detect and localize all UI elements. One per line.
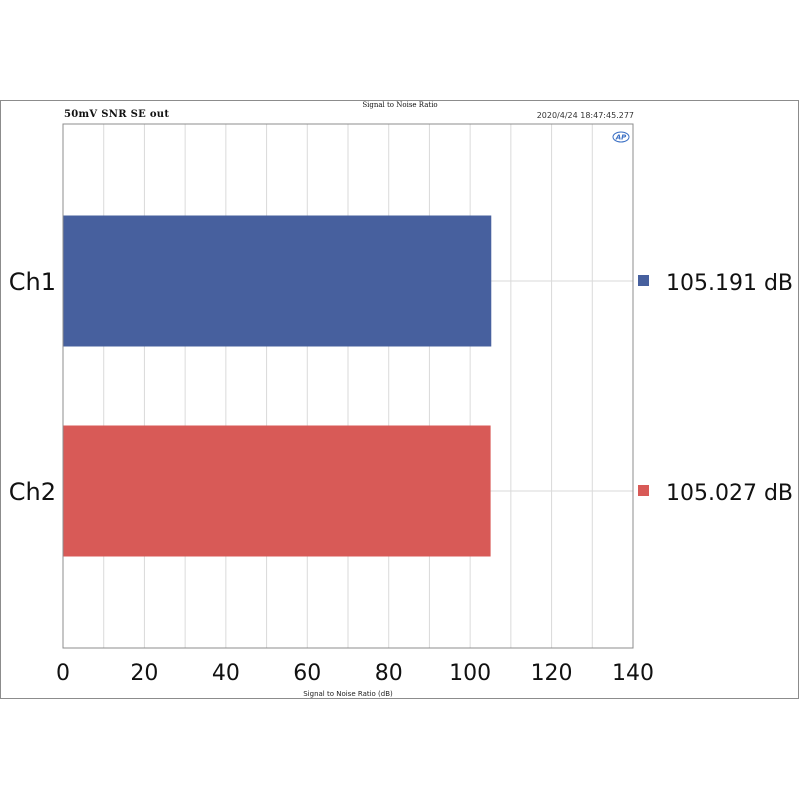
- x-tick-label: 80: [375, 661, 403, 686]
- x-tick-labels: 0 20 40 60 80 100 120 140: [56, 661, 654, 686]
- bar-ch1: [63, 215, 492, 347]
- grid-lines: [63, 124, 633, 648]
- x-tick-label: 20: [130, 661, 158, 686]
- value-label: 105.191 dB: [666, 271, 793, 296]
- chart-title: Signal to Noise Ratio: [362, 101, 438, 109]
- x-tick-label: 140: [612, 661, 654, 686]
- category-label: Ch2: [9, 478, 56, 506]
- x-axis-label: Signal to Noise Ratio (dB): [303, 690, 393, 698]
- category-label: Ch1: [9, 268, 56, 296]
- category-labels: Ch1 Ch2: [9, 268, 56, 506]
- chart-subtitle: 50mV SNR SE out: [64, 109, 170, 120]
- x-tick-label: 0: [56, 661, 70, 686]
- legend-swatch: [638, 485, 649, 496]
- legend: 105.191 dB 105.027 dB: [638, 271, 793, 506]
- logo-text: AP: [615, 134, 627, 142]
- x-tick-label: 40: [212, 661, 240, 686]
- x-tick-label: 60: [293, 661, 321, 686]
- bars: [63, 215, 492, 557]
- value-label: 105.027 dB: [666, 481, 793, 506]
- x-tick-label: 100: [449, 661, 491, 686]
- plot-area-border: [62, 123, 634, 649]
- x-tick-label: 120: [531, 661, 573, 686]
- bar-ch2: [63, 425, 491, 557]
- timestamp: 2020/4/24 18:47:45.277: [536, 111, 634, 120]
- chart-frame: [0, 100, 799, 699]
- ap-logo-icon: AP: [612, 131, 630, 143]
- legend-swatch: [638, 275, 649, 286]
